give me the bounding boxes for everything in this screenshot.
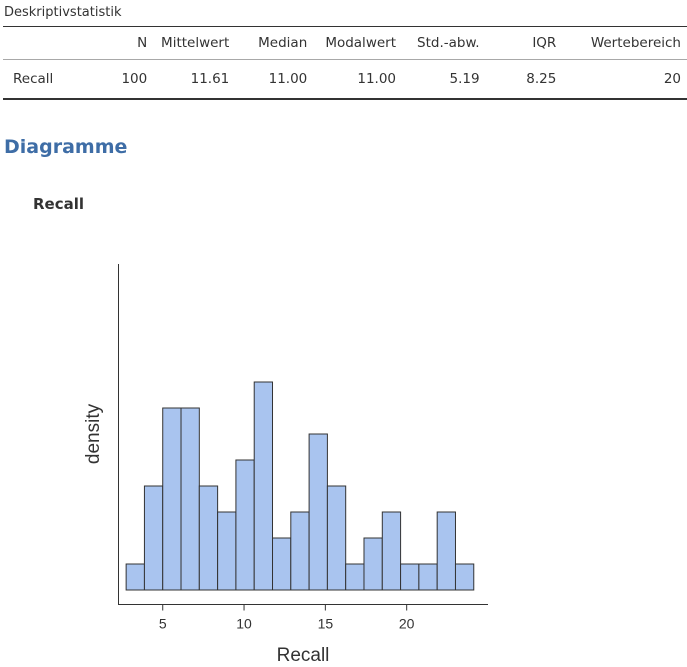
header-range: Wertebereich bbox=[590, 35, 681, 51]
cell-median: 11.00 bbox=[268, 71, 308, 87]
x-axis-ticks: 5 10 15 20 bbox=[159, 604, 415, 632]
histogram-bar bbox=[290, 511, 310, 591]
cell-n: 100 bbox=[121, 71, 148, 87]
section-heading: Diagramme bbox=[4, 136, 128, 158]
header-iqr: IQR bbox=[532, 35, 557, 51]
header-mode: Modalwert bbox=[325, 35, 397, 51]
histogram-bar bbox=[180, 407, 200, 591]
histogram-bar bbox=[235, 459, 255, 591]
histogram-bar bbox=[217, 511, 237, 591]
histogram-bar bbox=[400, 563, 420, 591]
histogram-bar bbox=[253, 381, 274, 591]
histogram-bar bbox=[272, 537, 292, 591]
header-mean: Mittelwert bbox=[161, 35, 230, 51]
x-axis-label: Recall bbox=[277, 645, 330, 666]
y-axis-label: density bbox=[83, 403, 104, 464]
x-tick-label: 5 bbox=[159, 616, 167, 632]
histogram-bar bbox=[143, 485, 164, 591]
histogram-bar bbox=[198, 485, 219, 591]
histogram-bars bbox=[125, 381, 475, 591]
x-tick-label: 20 bbox=[399, 616, 415, 632]
cell-mode: 11.00 bbox=[357, 71, 397, 87]
cell-range: 20 bbox=[663, 71, 681, 87]
histogram-bar bbox=[125, 563, 145, 591]
table-row: Recall 100 11.61 11.00 11.00 5.19 8.25 2… bbox=[3, 60, 687, 99]
table-title: Deskriptivstatistik bbox=[4, 5, 122, 20]
x-tick-label: 15 bbox=[318, 616, 334, 632]
histogram-bar bbox=[162, 407, 182, 591]
histogram-bar bbox=[381, 511, 402, 591]
header-median: Median bbox=[258, 35, 308, 51]
histogram-bar bbox=[454, 563, 475, 591]
header-n: N bbox=[137, 35, 148, 51]
histogram-bar bbox=[436, 511, 456, 591]
header-sd: Std.-abw. bbox=[417, 35, 480, 51]
cell-sd: 5.19 bbox=[449, 71, 480, 87]
histogram-bar bbox=[326, 485, 347, 591]
histogram-bar bbox=[308, 433, 328, 591]
cell-variable: Recall bbox=[13, 71, 54, 87]
x-tick-label: 10 bbox=[236, 616, 252, 632]
plot-title: Recall bbox=[33, 195, 85, 213]
cell-mean: 11.61 bbox=[190, 71, 230, 87]
histogram-bar bbox=[345, 563, 365, 591]
table-header-row: N Mittelwert Median Modalwert Std.-abw. … bbox=[3, 26, 687, 60]
cell-iqr: 8.25 bbox=[526, 71, 557, 87]
histogram-bar bbox=[418, 563, 438, 591]
descriptives-table: N Mittelwert Median Modalwert Std.-abw. … bbox=[3, 26, 687, 100]
histogram-bar bbox=[363, 537, 383, 591]
